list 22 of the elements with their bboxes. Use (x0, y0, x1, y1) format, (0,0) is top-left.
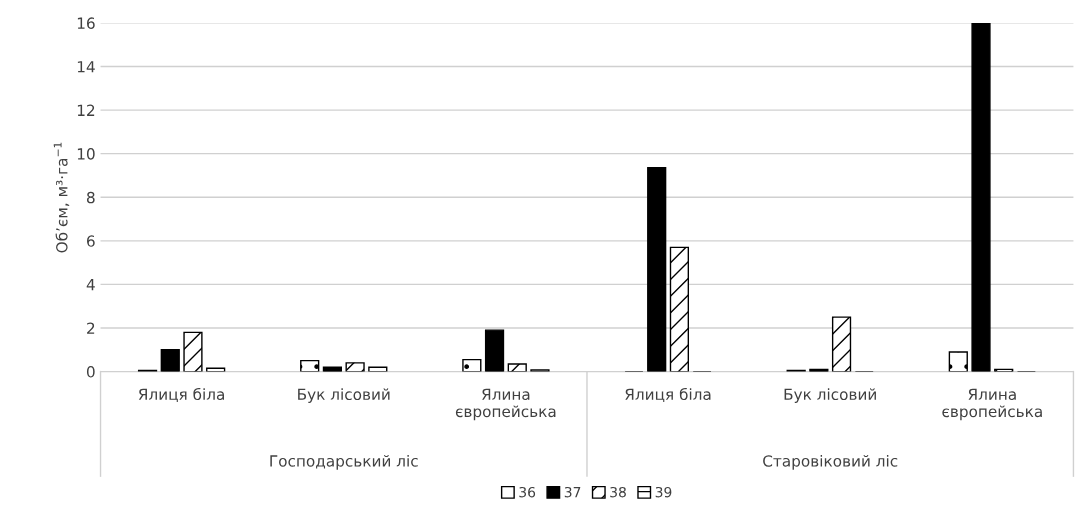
legend-label: 36 (519, 486, 536, 498)
y-tick-label: 12 (77, 104, 95, 116)
y-tick-label: 2 (87, 322, 95, 334)
text: Старовіковий ліс (763, 454, 898, 470)
y-tick-label: 16 (77, 17, 95, 29)
x-tick-label: Ялиця біла (138, 387, 224, 402)
legend-label: 37 (564, 486, 581, 498)
x-tick-label: Бук лісовий (784, 388, 876, 404)
y-tick-label: 6 (87, 235, 95, 247)
y-tick-label: 8 (86, 191, 95, 204)
x-tick-label: Ялина європейська (942, 388, 1042, 421)
y-axis-title: Об’єм, м³·га$^{−1}$ (53, 142, 70, 253)
y-tick-label: 14 (77, 61, 95, 73)
text: Господарський ліс (270, 454, 418, 470)
x-tick-label: Бук лісовий (298, 388, 390, 404)
legend-label: 39 (655, 486, 672, 498)
y-tick-label: 0 (86, 366, 95, 378)
x-tick-label: Ялиця біла (625, 387, 711, 402)
x-tick-label: Ялина європейська (455, 388, 556, 421)
legend-label: 38 (610, 486, 626, 498)
y-tick-label: 10 (77, 148, 95, 160)
y-tick-label: 4 (86, 279, 95, 291)
